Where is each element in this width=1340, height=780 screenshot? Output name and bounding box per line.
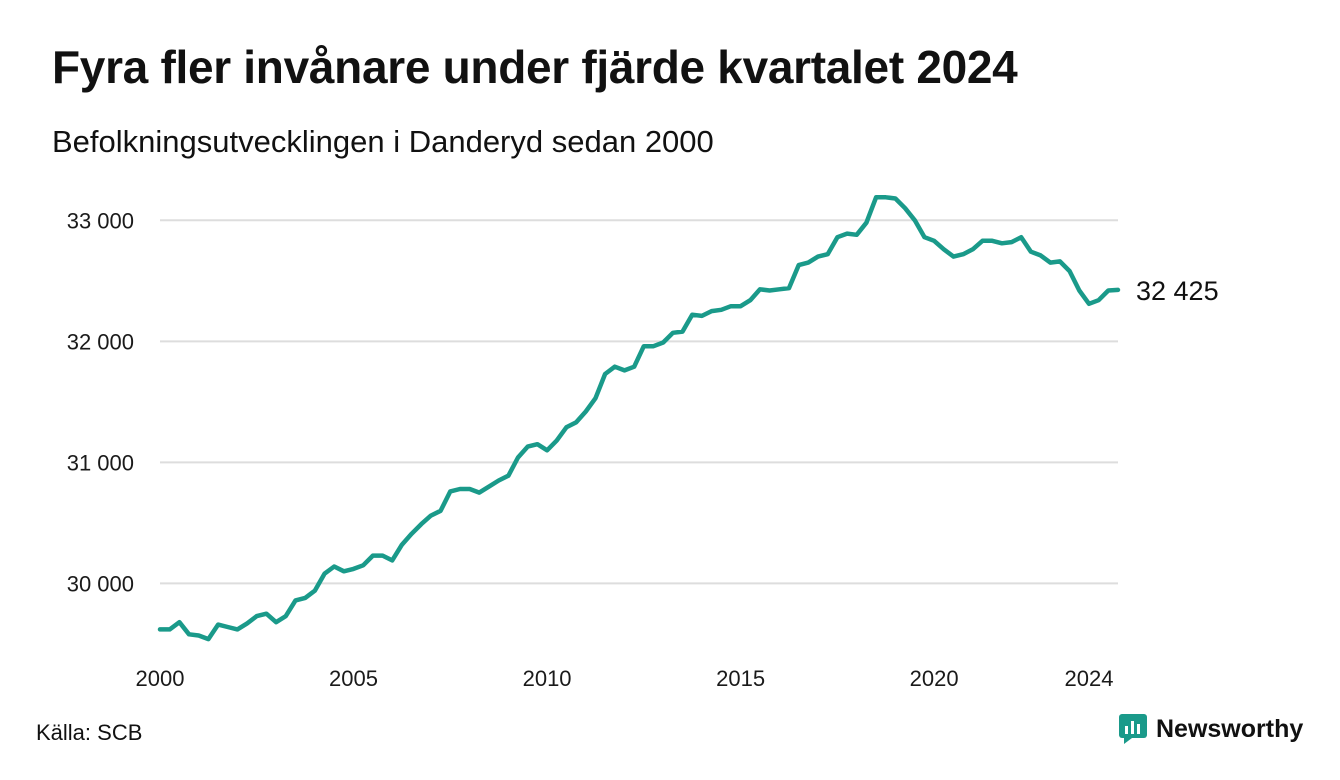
y-tick-label: 30 000	[67, 571, 134, 596]
newsworthy-logo-icon	[1119, 714, 1147, 744]
y-tick-label: 31 000	[67, 450, 134, 475]
x-axis-ticks: 2000 2005 2010 2015 2020 2024	[136, 666, 1114, 691]
brand-name: Newsworthy	[1156, 714, 1304, 743]
source-note: Källa: SCB	[36, 720, 143, 745]
y-axis-ticks: 30 000 31 000 32 000 33 000	[67, 208, 134, 596]
chart-subtitle: Befolkningsutvecklingen i Danderyd sedan…	[52, 124, 714, 159]
chart-title: Fyra fler invånare under fjärde kvartale…	[52, 41, 1018, 93]
x-tick-label: 2015	[716, 666, 765, 691]
x-tick-label: 2000	[136, 666, 185, 691]
y-tick-label: 33 000	[67, 208, 134, 233]
brand-logo: Newsworthy	[1118, 713, 1303, 745]
x-tick-label: 2005	[329, 666, 378, 691]
end-value-label: 32 425	[1136, 276, 1219, 306]
gridlines	[160, 219, 1118, 585]
y-tick-label: 32 000	[67, 329, 134, 354]
series-line	[157, 195, 1121, 642]
x-tick-label: 2024	[1064, 666, 1113, 691]
x-tick-label: 2020	[910, 666, 959, 691]
x-tick-label: 2010	[523, 666, 572, 691]
